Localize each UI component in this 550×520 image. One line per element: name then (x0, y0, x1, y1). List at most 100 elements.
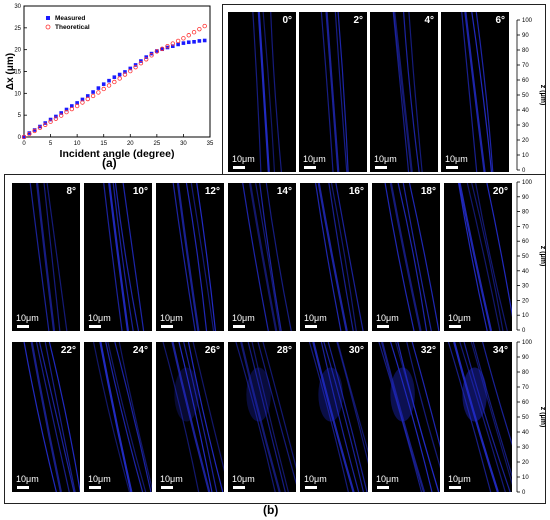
theoretical-point (181, 36, 186, 41)
microscopy-tile: 16° 10μm (300, 183, 368, 331)
plot-frame (23, 5, 211, 138)
filament-image (29, 183, 68, 331)
microscopy-tile: 8° 10μm (12, 183, 80, 331)
angle-label: 22° (60, 345, 76, 356)
measured-point (107, 78, 111, 83)
theoretical-point (96, 90, 101, 95)
scale-bar (377, 325, 389, 328)
diffuse-glow (174, 367, 199, 422)
z-tick-label: 10 (522, 153, 529, 159)
theoretical-point (101, 86, 106, 92)
filament-trace (327, 342, 368, 492)
theoretical-point (191, 30, 197, 35)
measured-point (197, 39, 202, 43)
z-tick-label: 60 (522, 78, 529, 84)
filament-trace (315, 183, 342, 331)
filament-trace (46, 183, 68, 331)
filament-trace (408, 12, 423, 172)
filament-trace (240, 342, 281, 492)
angle-label: 0° (282, 15, 292, 26)
x-axis-label: Incident angle (degree) (60, 148, 175, 160)
scale-bar-label: 10μm (448, 313, 471, 323)
measured-point (160, 47, 164, 52)
filament-trace (411, 342, 440, 448)
filament-trace (262, 12, 276, 172)
filament-trace (172, 183, 196, 331)
z-tick-label: 90 (522, 355, 529, 361)
microscopy-tile: 0° 10μm (228, 12, 296, 172)
filament-image (447, 342, 512, 492)
measured-point (155, 49, 159, 53)
scale-bar (233, 166, 245, 169)
measured-point (75, 101, 79, 105)
measured-point (202, 38, 207, 43)
measured-point (117, 72, 122, 77)
theoretical-point (106, 83, 112, 88)
scale-bar-label: 10μm (304, 313, 327, 323)
filament-trace (48, 342, 80, 492)
scale-bar (446, 166, 458, 169)
filament-trace (475, 183, 508, 331)
angle-label: 24° (132, 345, 148, 356)
filament-trace (257, 12, 270, 172)
filament-trace (103, 183, 123, 331)
legend-entry: Measured (55, 15, 85, 22)
theoretical-point (133, 64, 138, 70)
scale-bar-label: 10μm (376, 313, 399, 323)
theoretical-point (138, 61, 144, 66)
y-tick-label: 0 (18, 135, 22, 141)
y-tick-label: 15 (14, 70, 21, 76)
measured-point (112, 75, 117, 79)
theoretical-point (175, 38, 181, 44)
filament-trace (447, 342, 492, 492)
scale-bar-label: 10μm (16, 474, 39, 484)
filament-image (392, 12, 423, 172)
filament-trace (265, 183, 292, 331)
z-tick-label: 80 (522, 210, 529, 216)
scale-bar-label: 10μm (16, 313, 39, 323)
microscopy-tile: 30° 10μm (300, 342, 368, 492)
scale-bar (17, 325, 29, 328)
measured-point (91, 90, 95, 94)
theoretical-point (149, 53, 154, 58)
z-tick-label: 60 (522, 239, 529, 245)
x-tick-label: 30 (180, 141, 187, 147)
x-tick-label: 35 (207, 141, 214, 147)
x-tick-label: 0 (22, 141, 26, 147)
z-tick-label: 10 (522, 313, 529, 319)
z-tick-label: 70 (522, 385, 529, 391)
microscopy-tile: 4° 10μm (370, 12, 438, 172)
filament-trace (108, 183, 130, 331)
scale-bar (305, 325, 317, 328)
scale-bar-label: 10μm (232, 154, 255, 164)
filament-trace (187, 342, 224, 492)
filament-trace (464, 12, 486, 172)
filament-trace (35, 342, 70, 492)
angle-label: 34° (492, 345, 508, 356)
measured-point (38, 124, 42, 129)
scale-bar-label: 10μm (304, 474, 327, 484)
angle-label: 8° (66, 186, 76, 197)
measured-point (101, 82, 106, 86)
scale-bar (17, 486, 29, 489)
filament-image (315, 183, 364, 331)
z-tick-label: 70 (522, 224, 529, 230)
filament-trace (92, 342, 131, 492)
theoretical-point (159, 46, 165, 51)
measured-point (176, 42, 180, 47)
scale-bar (233, 486, 245, 489)
filament-trace (471, 12, 493, 172)
theoretical-point (32, 128, 37, 134)
filament-image (23, 342, 80, 492)
z-tick-label: 0 (522, 490, 526, 496)
filament-trace (466, 183, 501, 331)
theoretical-point (85, 96, 90, 102)
legend-entry: Theoretical (55, 24, 90, 31)
filament-trace (317, 183, 348, 331)
microscopy-tile: 20° 10μm (444, 183, 512, 331)
filament-trace (323, 342, 365, 492)
filament-trace (458, 183, 493, 331)
theoretical-point (53, 116, 59, 121)
measured-point (27, 131, 32, 135)
scale-bar (233, 325, 245, 328)
